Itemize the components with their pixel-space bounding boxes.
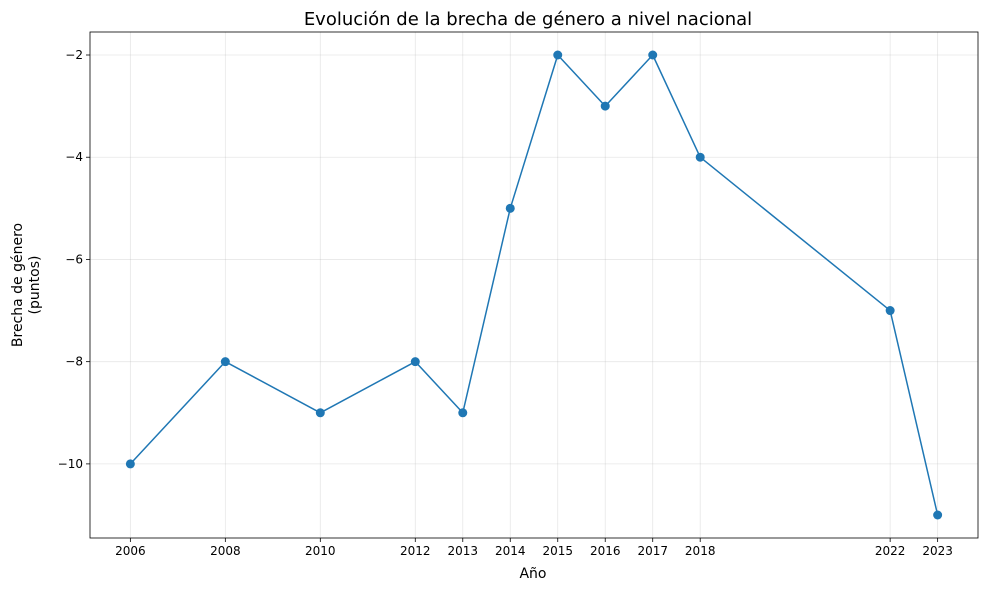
data-point-marker — [505, 203, 515, 213]
axes — [89, 31, 979, 539]
x-tick-label: 2015 — [542, 544, 573, 558]
x-axis-label: Año — [519, 566, 546, 582]
data-point-marker — [315, 408, 325, 418]
data-point-marker — [885, 306, 895, 316]
x-tick-label: 2023 — [922, 544, 953, 558]
data-point-marker — [600, 101, 610, 111]
plot-frame — [89, 31, 979, 539]
x-tick-label: 2013 — [447, 544, 478, 558]
x-tick-label: 2016 — [590, 544, 621, 558]
y-tick-label: −6 — [65, 252, 83, 266]
x-tick-label: 2022 — [875, 544, 906, 558]
x-tick-label: 2014 — [495, 544, 526, 558]
x-tick-label: 2018 — [685, 544, 716, 558]
y-tick-label: −8 — [65, 355, 83, 369]
grid-lines — [90, 32, 978, 538]
data-point-marker — [933, 510, 943, 520]
y-axis-label-line-2: (puntos) — [27, 256, 43, 315]
x-tick-label: 2006 — [115, 544, 146, 558]
data-point-marker — [458, 408, 468, 418]
chart-title: Evolución de la brecha de género a nivel… — [304, 9, 752, 30]
data-point-marker — [125, 459, 135, 469]
tick-marks-and-labels: 2006 2008 2010 2012 2013 2014 2015 2016 2017 2018… — [58, 48, 953, 558]
y-tick-label: −10 — [58, 457, 83, 471]
data-series — [125, 50, 943, 520]
data-point-marker — [220, 357, 230, 367]
y-tick-label: −2 — [65, 48, 83, 62]
y-axis-label-line-1: Brecha de género — [10, 223, 26, 347]
data-point-marker — [410, 357, 420, 367]
data-point-marker — [553, 50, 563, 60]
y-axis-label: Brecha de género (puntos) — [10, 223, 43, 347]
x-tick-label: 2010 — [305, 544, 336, 558]
data-point-marker — [648, 50, 658, 60]
x-tick-label: 2008 — [210, 544, 241, 558]
x-tick-label: 2017 — [637, 544, 668, 558]
data-point-marker — [695, 152, 705, 162]
series-line — [129, 54, 939, 516]
x-tick-label: 2012 — [400, 544, 431, 558]
y-tick-label: −4 — [65, 150, 83, 164]
